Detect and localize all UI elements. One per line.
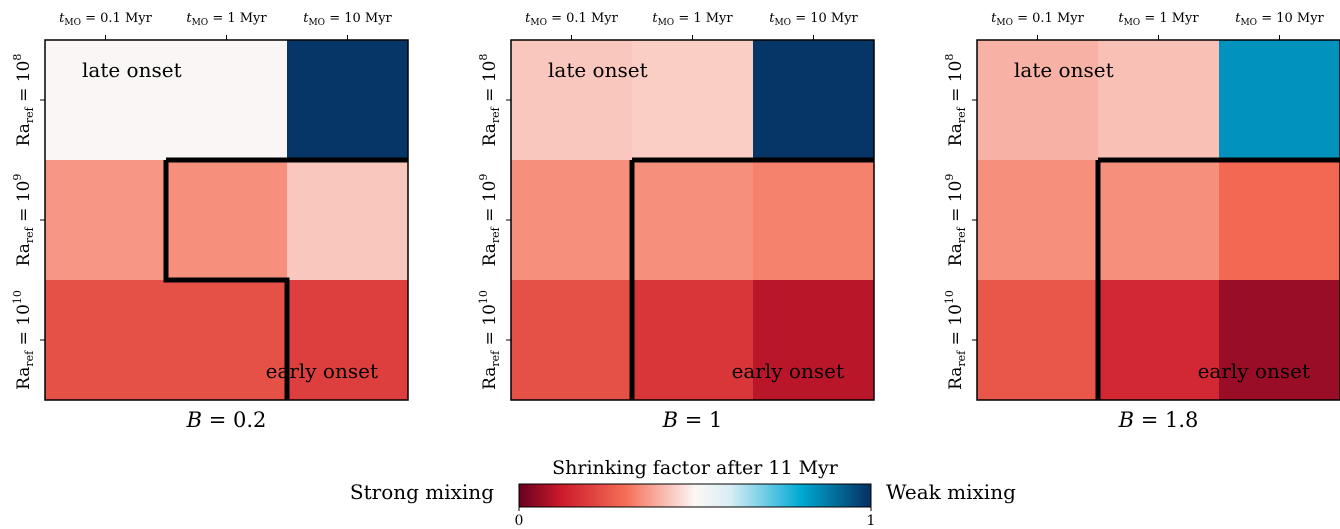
heatmap-cell [45,280,167,401]
onset-boundary-line [163,160,290,400]
column-tick-label: tMO = 0.1 Myr [991,11,1084,28]
heatmap-cell [632,280,754,401]
column-tick-label: tMO = 10 Myr [1235,11,1324,28]
early-onset-annotation: early onset [1198,359,1310,383]
heatmap-cell [511,280,633,401]
heatmap-cell [287,160,409,281]
colorbar-left-label: Strong mixing [350,480,494,504]
column-tick-label: tMO = 1 Myr [652,11,733,28]
early-onset-annotation: early onset [266,359,378,383]
column-tick-label: tMO = 1 Myr [186,11,267,28]
colorbar: Shrinking factor after 11 Myr Strong mix… [350,457,1016,529]
late-onset-annotation: late onset [1014,58,1114,82]
row-tick-label: Raref = 108 [11,54,36,147]
row-tick-label: Raref = 109 [943,174,968,267]
panel-title: B = 1 [662,408,723,432]
row-tick-label: Raref = 1010 [477,290,502,390]
heatmap-cell [632,40,754,161]
panel-title: B = 0.2 [186,408,267,432]
heatmap-cell [166,40,288,161]
row-tick-label: Raref = 109 [477,174,502,267]
heatmap-cell [753,280,875,401]
heatmap-cell [753,160,875,281]
heatmap-cell [1219,280,1340,401]
heatmap-cell [977,40,1099,161]
heatmap-cell [632,160,754,281]
column-tick-label: tMO = 1 Myr [1118,11,1199,28]
heatmap-cell [511,40,633,161]
early-onset-annotation: early onset [732,359,844,383]
colorbar-right-label: Weak mixing [886,480,1016,504]
column-tick-label: tMO = 10 Myr [769,11,858,28]
heatmap-cell [166,160,288,281]
column-tick-label: tMO = 0.1 Myr [59,11,152,28]
row-tick-label: Raref = 109 [11,174,36,267]
colorbar-title: Shrinking factor after 11 Myr [552,457,839,479]
heatmap-cell [166,280,288,401]
colorbar-gradient [518,483,872,508]
heatmap-cell [287,280,409,401]
heatmap-cell [1098,280,1220,401]
heatmap-cell [1098,40,1220,161]
colorbar-min-label: 0 [515,513,524,529]
heatmap-cell [511,160,633,281]
row-tick-label: Raref = 108 [943,54,968,147]
row-tick-label: Raref = 108 [477,54,502,147]
panel-title: B = 1.8 [1118,408,1199,432]
heatmap-cell [45,40,167,161]
column-tick-label: tMO = 0.1 Myr [525,11,618,28]
heatmap-cell [1219,160,1340,281]
heatmap-cell [977,280,1099,401]
colorbar-max-label: 1 [867,513,876,529]
heatmap-cell [753,40,875,161]
late-onset-annotation: late onset [548,58,648,82]
heatmap-cell [1219,40,1340,161]
heatmap-cell [45,160,167,281]
heatmap-cell [287,40,409,161]
panel-1: tMO = 0.1 Myr tMO = 1 Myr tMO = 10 Myr Rare… [11,11,409,432]
late-onset-annotation: late onset [82,58,182,82]
row-tick-label: Raref = 1010 [943,290,968,390]
heatmap-cell [977,160,1099,281]
panel-2: tMO = 0.1 Myr tMO = 1 Myr tMO = 10 Myr Rare… [477,11,875,432]
row-tick-label: Raref = 1010 [11,290,36,390]
column-tick-label: tMO = 10 Myr [303,11,392,28]
heatmap-cell [1098,160,1220,281]
panel-3: tMO = 0.1 Myr tMO = 1 Myr tMO = 10 Myr Rare… [943,11,1340,432]
